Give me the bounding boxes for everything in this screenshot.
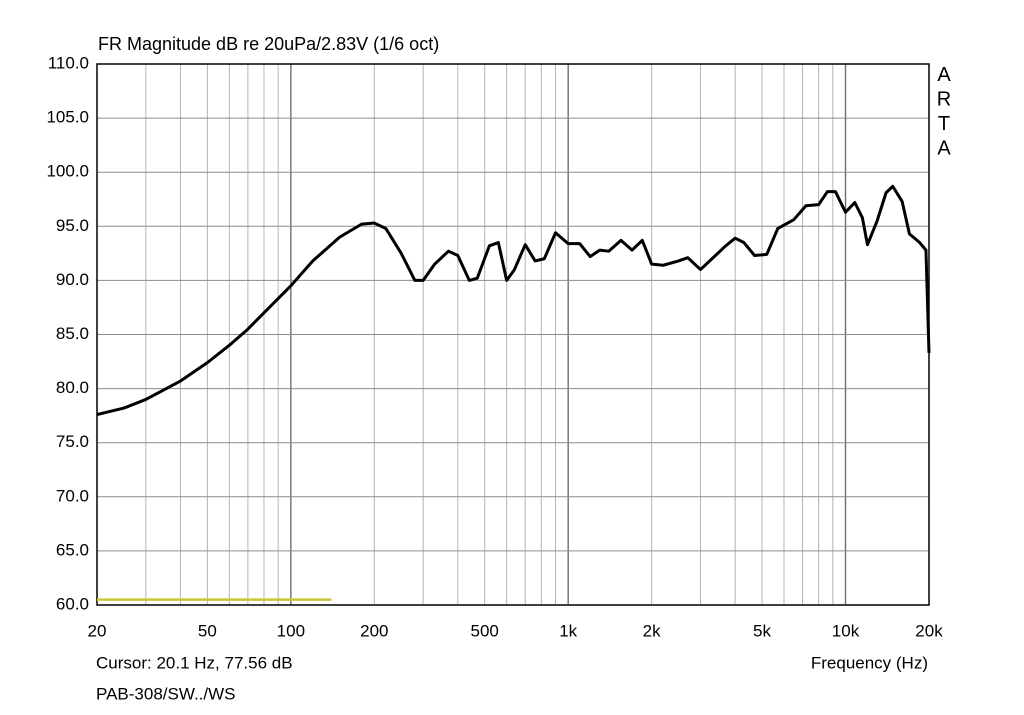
x-axis-label: Frequency (Hz) — [811, 653, 928, 672]
y-tick-label: 90.0 — [56, 270, 89, 289]
cursor-readout: Cursor: 20.1 Hz, 77.56 dB — [96, 653, 293, 672]
y-tick-label: 75.0 — [56, 432, 89, 451]
chart-title: FR Magnitude dB re 20uPa/2.83V (1/6 oct) — [98, 34, 439, 54]
x-tick-label: 10k — [832, 621, 860, 640]
file-label: PAB-308/SW../WS — [96, 684, 236, 703]
series-line — [96, 184, 931, 417]
x-tick-label: 5k — [753, 621, 771, 640]
x-tick-label: 1k — [559, 621, 577, 640]
x-tick-label: 20k — [915, 621, 943, 640]
x-tick-label: 200 — [360, 621, 388, 640]
x-tick-label: 50 — [198, 621, 217, 640]
x-tick-label: 20 — [88, 621, 107, 640]
y-tick-label: 110.0 — [48, 53, 89, 72]
y-tick-label: 85.0 — [56, 324, 89, 343]
y-tick-label: 100.0 — [46, 162, 89, 181]
y-tick-label: 65.0 — [56, 540, 89, 559]
y-tick-label: 60.0 — [56, 594, 89, 613]
x-tick-label: 100 — [277, 621, 305, 640]
y-tick-label: 80.0 — [56, 378, 89, 397]
x-tick-label: 500 — [471, 621, 499, 640]
x-tick-label: 2k — [643, 621, 661, 640]
y-tick-label: 70.0 — [56, 486, 89, 505]
y-tick-label: 95.0 — [56, 216, 89, 235]
y-tick-label: 105.0 — [46, 108, 89, 127]
